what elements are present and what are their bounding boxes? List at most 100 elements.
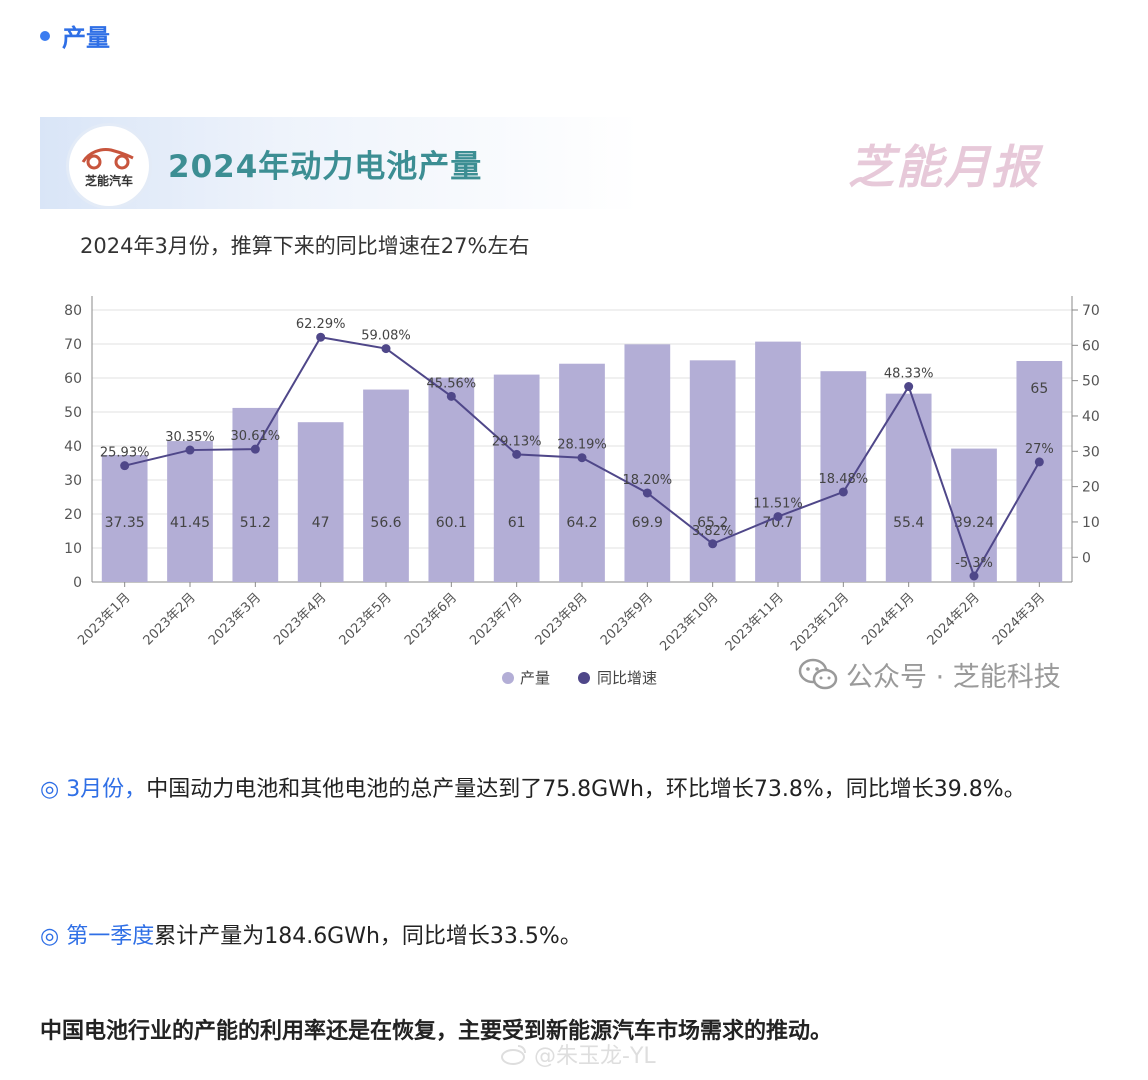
legend-swatch-line	[578, 672, 590, 684]
paragraph-march-text: 中国动力电池和其他电池的总产量达到了75.8GWh，环比增长73.8%，同比增长…	[146, 777, 1026, 802]
x-axis-tick-label: 2023年4月	[271, 590, 329, 648]
bar	[1016, 361, 1063, 582]
bar-value-label: 60.1	[436, 515, 467, 531]
logo-text: 芝能汽车	[84, 173, 133, 188]
paragraph-march-highlight: ◎ 3月份，	[40, 777, 147, 802]
brand-report-label: 芝能月报	[848, 140, 1040, 194]
paragraph-march: ◎ 3月份，中国动力电池和其他电池的总产量达到了75.8GWh，环比增长73.8…	[40, 766, 1130, 814]
bullet-icon	[40, 30, 50, 41]
bar-value-label: 65.2	[697, 515, 728, 531]
x-axis-tick-label: 2023年9月	[598, 590, 656, 648]
left-axis-tick-label: 60	[64, 371, 82, 387]
paragraph-q1-text: 累计产量为184.6GWh，同比增长33.5%。	[154, 924, 582, 949]
left-axis-tick-label: 50	[64, 405, 82, 421]
x-axis-tick-label: 2024年1月	[859, 590, 917, 648]
line-value-label: 27%	[1025, 442, 1054, 457]
line-value-label: 62.29%	[296, 317, 346, 332]
left-axis-tick-label: 0	[73, 575, 82, 591]
line-value-label: -5.3%	[955, 556, 993, 571]
bar-value-label: 64.2	[566, 515, 597, 531]
bar-value-label: 39.24	[954, 515, 994, 531]
bar	[559, 363, 605, 582]
line-point	[185, 445, 195, 455]
x-axis-tick-label: 2023年11月	[723, 590, 787, 654]
line-point	[512, 449, 522, 459]
line-point	[577, 453, 587, 463]
x-axis-tick-label: 2023年2月	[141, 590, 199, 648]
line-point	[316, 332, 326, 342]
right-axis-tick-label: 10	[1082, 515, 1100, 531]
line-point	[381, 344, 391, 354]
left-axis-tick-label: 20	[64, 507, 82, 523]
left-axis-tick-label: 30	[64, 473, 82, 489]
legend-swatch-bar	[502, 672, 514, 684]
production-chart: 37.35 41.45 51.2 47 56.6 60.1 61 64.2 69.9 65.2 70…	[64, 296, 1100, 687]
left-axis-tick-label: 70	[64, 337, 82, 353]
weibo-icon	[501, 1045, 526, 1065]
bar-value-label: 47	[312, 515, 330, 531]
line-point	[904, 382, 914, 392]
line-point	[969, 571, 979, 581]
line-point	[250, 444, 260, 454]
bar-value-label: 61	[508, 515, 526, 531]
bar-value-label: 55.4	[893, 515, 924, 531]
bar-value-label: 69.9	[632, 515, 663, 531]
line-value-label: 30.61%	[231, 429, 281, 444]
x-axis-tick-label: 2023年3月	[206, 590, 264, 648]
x-axis-tick-label: 2023年12月	[788, 590, 852, 654]
paragraph-q1: ◎ 第一季度累计产量为184.6GWh，同比增长33.5%。	[40, 913, 1130, 961]
line-value-label: 3.82%	[692, 524, 733, 539]
bar-value-label: 65	[1030, 381, 1048, 397]
section-header: 产量	[40, 18, 110, 53]
bar	[232, 407, 279, 582]
x-axis-tick-label: 2023年8月	[533, 590, 591, 648]
wechat-watermark: 公众号 · 芝能科技	[798, 655, 1061, 694]
line-value-label: 30.35%	[165, 430, 215, 445]
bar	[624, 344, 671, 582]
chart-subtitle: 2024年3月份，推算下来的同比增速在27%左右	[80, 234, 530, 258]
right-axis-tick-label: 0	[1082, 550, 1091, 566]
bar	[885, 393, 932, 582]
bar	[820, 371, 867, 582]
x-axis-tick-label: 2023年1月	[75, 590, 133, 648]
left-axis-tick-label: 80	[64, 303, 82, 319]
weibo-watermark: @朱玉龙-YL	[500, 1038, 656, 1070]
left-axis-tick-label: 40	[64, 439, 82, 455]
right-axis-tick-label: 30	[1082, 444, 1100, 460]
bar-value-label: 37.35	[105, 515, 145, 531]
line-value-label: 45.56%	[427, 376, 477, 391]
x-axis-tick-label: 2024年3月	[990, 590, 1048, 648]
line-value-label: 11.51%	[753, 497, 803, 512]
bar	[101, 455, 148, 582]
line-value-label: 18.48%	[819, 472, 869, 487]
right-axis-tick-label: 50	[1082, 374, 1100, 390]
bar-series	[101, 341, 1063, 582]
bar-value-label: 56.6	[370, 515, 401, 531]
line-point	[446, 391, 456, 401]
x-axis-tick-label: 2023年10月	[657, 590, 721, 654]
bar-value-labels: 37.35 41.45 51.2 47 56.6 60.1 61 64.2 69.9 65.2 70…	[105, 381, 1049, 531]
bar	[428, 377, 475, 582]
x-axis-tick-label: 2024年2月	[925, 590, 983, 648]
bar	[363, 389, 409, 582]
chart-legend: 产量 同比增速	[502, 669, 657, 687]
bar	[297, 422, 344, 582]
car-logo-icon	[81, 147, 134, 169]
left-axis-tick-label: 10	[64, 541, 82, 557]
x-axis-tick-label: 2023年5月	[337, 590, 395, 648]
watermark-text: 公众号 · 芝能科技	[846, 662, 1061, 693]
line-series: 25.93% 30.35% 30.61% 62.29% 59.08% 45.56% 29.1…	[100, 317, 1054, 581]
right-axis-tick-label: 20	[1082, 480, 1100, 496]
brand-logo: 芝能汽车	[66, 123, 152, 209]
bar-value-label: 51.2	[240, 515, 271, 531]
weibo-watermark-text: @朱玉龙-YL	[534, 1044, 656, 1069]
paragraph-conclusion: 中国电池行业的产能的利用率还是在恢复，主要受到新能源汽车市场需求的推动。	[40, 1019, 833, 1044]
wechat-icon	[798, 658, 838, 689]
line-value-label: 29.13%	[492, 434, 542, 449]
right-axis-tick-label: 70	[1082, 303, 1100, 319]
chart-title: 2024年动力电池产量	[168, 149, 483, 185]
line-value-label: 18.20%	[623, 473, 673, 488]
line-value-label: 25.93%	[100, 446, 150, 461]
legend-label-line: 同比增速	[597, 669, 657, 687]
line-point	[838, 487, 848, 497]
